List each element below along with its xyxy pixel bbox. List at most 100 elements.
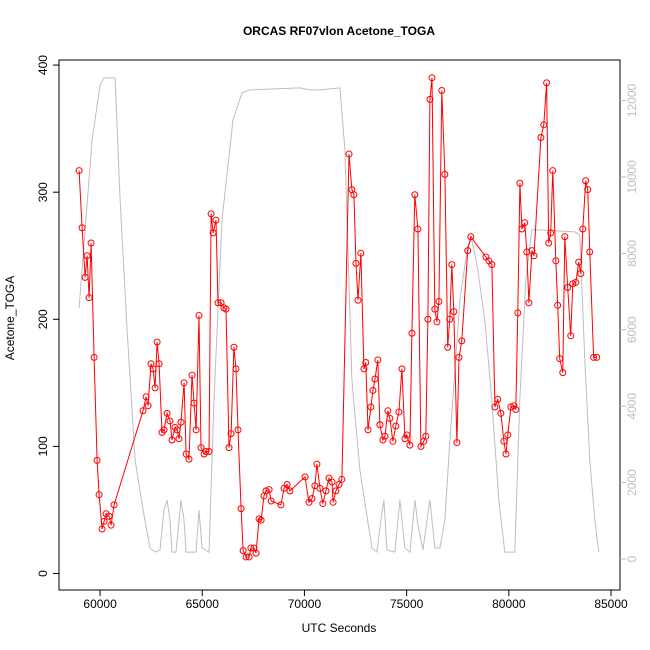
data-point bbox=[188, 371, 196, 379]
data-point bbox=[446, 315, 454, 323]
data-point bbox=[197, 444, 205, 452]
data-point bbox=[357, 249, 365, 257]
y2-tick-label: 12000 bbox=[625, 83, 639, 117]
data-point bbox=[267, 497, 275, 505]
y2-tick-label: 8000 bbox=[625, 240, 639, 267]
data-point bbox=[543, 79, 551, 87]
data-point bbox=[202, 447, 210, 455]
data-point bbox=[222, 305, 230, 313]
data-point bbox=[151, 384, 159, 392]
data-point bbox=[262, 487, 270, 495]
data-point bbox=[579, 225, 587, 233]
data-point bbox=[552, 257, 560, 265]
data-point bbox=[160, 426, 168, 434]
data-point bbox=[209, 229, 217, 237]
data-point bbox=[426, 95, 434, 103]
data-point bbox=[212, 216, 220, 224]
data-point bbox=[569, 280, 577, 288]
data-point bbox=[217, 299, 225, 307]
data-point bbox=[283, 481, 291, 489]
data-point bbox=[401, 435, 409, 443]
data-point bbox=[376, 421, 384, 429]
data-point bbox=[408, 329, 416, 337]
data-point bbox=[242, 553, 250, 561]
data-point bbox=[362, 358, 370, 366]
data-point bbox=[369, 386, 377, 394]
data-point bbox=[153, 338, 161, 346]
data-point bbox=[392, 422, 400, 430]
data-point bbox=[435, 297, 443, 305]
data-point bbox=[360, 365, 368, 373]
data-point bbox=[177, 418, 185, 426]
data-point bbox=[593, 353, 601, 361]
data-point bbox=[521, 219, 529, 227]
data-point bbox=[554, 301, 562, 309]
data-point bbox=[142, 393, 150, 401]
data-point bbox=[384, 407, 392, 415]
data-point bbox=[85, 294, 93, 302]
data-point bbox=[577, 270, 585, 278]
data-point bbox=[488, 261, 496, 269]
data-point bbox=[144, 402, 152, 410]
y2-tick-label: 6000 bbox=[625, 316, 639, 343]
data-point bbox=[225, 444, 233, 452]
data-point bbox=[512, 406, 520, 414]
data-point bbox=[500, 437, 508, 445]
data-point bbox=[428, 74, 436, 82]
data-point bbox=[234, 426, 242, 434]
data-point bbox=[214, 299, 222, 307]
data-point bbox=[453, 439, 461, 447]
data-point bbox=[381, 432, 389, 440]
y-tick-label: 400 bbox=[36, 55, 50, 75]
y-tick-label: 100 bbox=[36, 436, 50, 456]
data-point bbox=[364, 426, 372, 434]
data-point bbox=[547, 229, 555, 237]
data-point bbox=[81, 273, 89, 281]
data-point bbox=[504, 431, 512, 439]
data-point bbox=[107, 521, 115, 529]
data-point bbox=[561, 233, 569, 241]
data-point bbox=[374, 356, 382, 364]
data-point bbox=[379, 436, 387, 444]
data-point bbox=[586, 248, 594, 256]
data-point bbox=[422, 432, 430, 440]
data-point bbox=[277, 501, 285, 509]
data-point bbox=[155, 360, 163, 368]
x-tick-label: 65000 bbox=[186, 597, 220, 611]
x-tick-label: 75000 bbox=[390, 597, 424, 611]
data-point bbox=[537, 134, 545, 142]
data-point bbox=[350, 191, 358, 199]
data-point bbox=[190, 399, 198, 407]
data-point bbox=[414, 225, 422, 233]
data-point bbox=[166, 417, 174, 425]
data-point bbox=[338, 475, 346, 483]
data-point bbox=[525, 299, 533, 307]
data-point bbox=[564, 284, 572, 292]
data-point bbox=[582, 177, 590, 185]
data-point bbox=[567, 332, 575, 340]
data-point bbox=[516, 179, 524, 187]
data-point bbox=[265, 486, 273, 494]
data-point bbox=[433, 318, 441, 326]
data-line bbox=[78, 77, 597, 558]
data-point bbox=[239, 547, 247, 555]
data-point bbox=[549, 167, 557, 175]
data-point bbox=[247, 544, 255, 552]
data-point bbox=[458, 337, 466, 345]
y-tick-label: 200 bbox=[36, 309, 50, 329]
data-point bbox=[308, 494, 316, 502]
data-point bbox=[417, 442, 425, 450]
x-tick-label: 60000 bbox=[83, 597, 117, 611]
data-point bbox=[163, 409, 171, 417]
y-tick-label: 300 bbox=[36, 182, 50, 202]
data-point bbox=[313, 460, 321, 468]
data-point bbox=[75, 167, 83, 175]
data-line bbox=[78, 77, 600, 554]
data-point bbox=[78, 224, 86, 232]
data-point bbox=[491, 403, 499, 411]
data-point bbox=[455, 353, 463, 361]
data-point bbox=[352, 259, 360, 267]
data-point bbox=[448, 261, 456, 269]
data-point bbox=[180, 379, 188, 387]
